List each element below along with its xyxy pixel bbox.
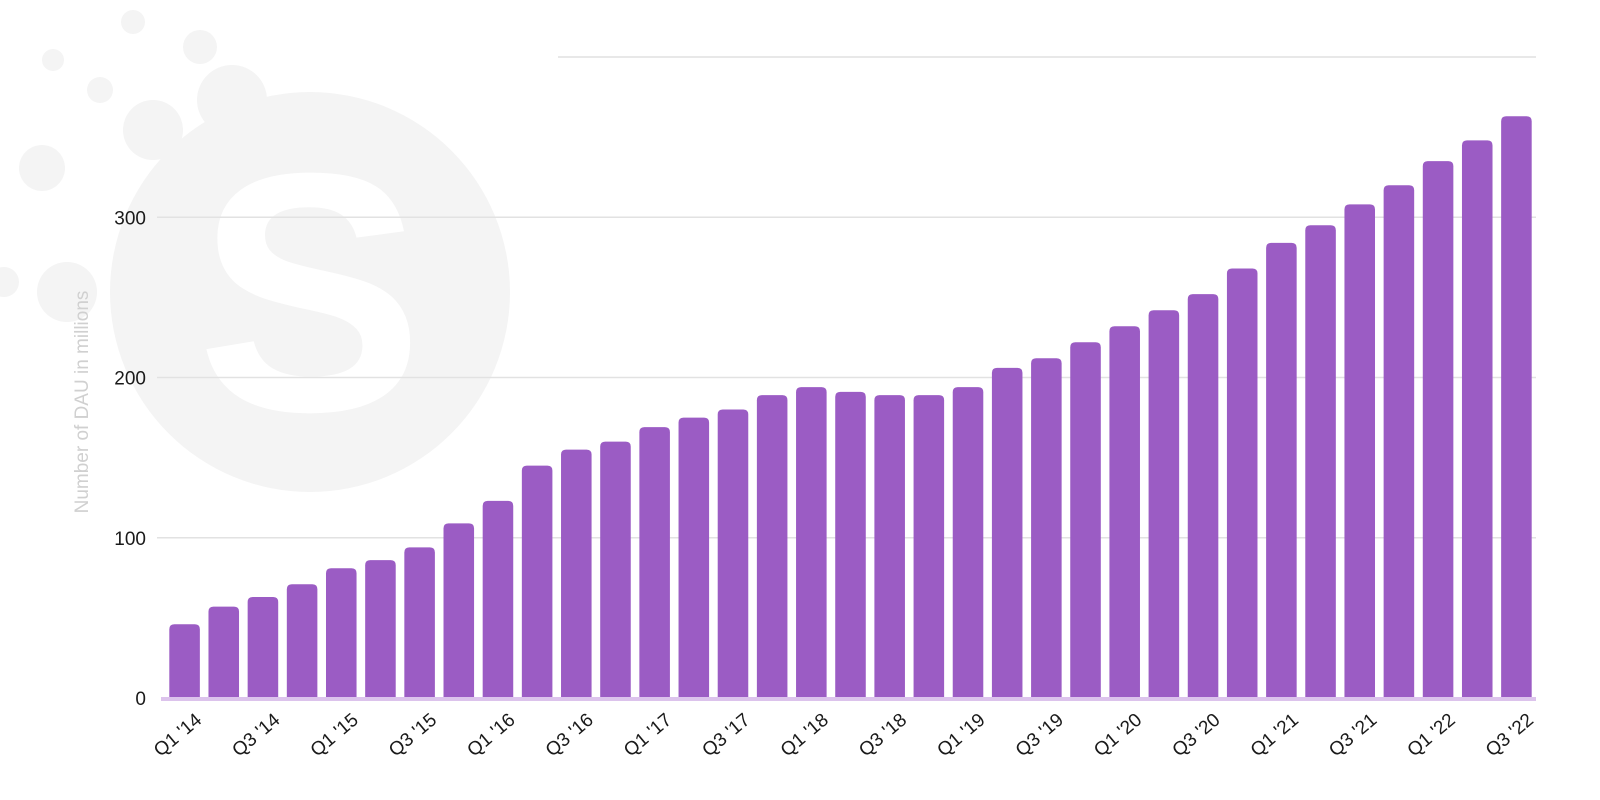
x-tick-label: Q3 '15 (385, 710, 441, 762)
x-tick-label: Q1 '20 (1090, 710, 1146, 762)
bar (1305, 225, 1336, 698)
x-tick-label: Q3 '19 (1012, 710, 1068, 762)
bar (208, 606, 240, 698)
bar (1344, 204, 1376, 698)
bar (1501, 116, 1532, 699)
bar (717, 409, 749, 698)
bar (1070, 342, 1101, 698)
bar (561, 449, 592, 698)
bar (835, 391, 866, 698)
y-axis-label: Number of DAU in millions (72, 291, 93, 514)
bar (796, 387, 827, 698)
watermark-logo: S (0, 10, 510, 492)
x-tick-label: Q3 '18 (855, 710, 911, 762)
bar (325, 568, 357, 698)
x-tick-label: Q1 '14 (150, 709, 206, 761)
bar (913, 395, 945, 698)
bar (600, 441, 631, 698)
bar (521, 465, 553, 698)
bars (169, 116, 1532, 699)
bar (991, 367, 1023, 698)
bar (404, 547, 435, 698)
bar (1148, 310, 1180, 698)
bar (639, 427, 670, 698)
bar (952, 387, 984, 698)
bar (1383, 185, 1415, 698)
x-tick-label: Q3 '22 (1482, 710, 1538, 762)
x-tick-label: Q1 '22 (1404, 710, 1460, 762)
bar (1031, 358, 1062, 698)
bar (286, 584, 318, 698)
x-tick-label: Q3 '16 (542, 710, 598, 762)
y-tick-label: 300 (114, 208, 146, 229)
y-axis-ticks: 0 100 200 300 (114, 208, 146, 710)
bar (1187, 294, 1219, 698)
y-tick-label: 0 (135, 689, 146, 710)
bar (1461, 140, 1493, 698)
bar (756, 395, 788, 698)
bar (169, 624, 200, 698)
bar (443, 523, 475, 698)
x-tick-label: Q3 '14 (228, 709, 284, 761)
x-tick-label: Q1 '18 (777, 710, 833, 762)
bar (247, 597, 279, 698)
bar (482, 500, 514, 698)
x-axis-ticks: Q1 '14 Q3 '14 Q1 '15 Q3 '15 Q1 '16 Q3 '16 Q1 '… (150, 709, 1538, 761)
x-tick-label: Q1 '16 (463, 710, 519, 762)
y-tick-label: 100 (114, 529, 146, 550)
x-tick-label: Q3 '21 (1325, 710, 1381, 762)
bar (1109, 326, 1140, 698)
bar (365, 560, 396, 698)
svg-text:S: S (197, 103, 424, 483)
y-tick-label: 200 (114, 369, 146, 390)
bar (1422, 161, 1454, 699)
bar (1226, 268, 1258, 698)
x-tick-label: Q1 '21 (1247, 710, 1303, 762)
bar (678, 417, 710, 698)
x-tick-label: Q3 '17 (698, 710, 754, 762)
x-tick-label: Q3 '20 (1169, 710, 1225, 762)
x-tick-label: Q1 '17 (620, 710, 676, 762)
bar (874, 395, 905, 698)
bar (1266, 242, 1297, 698)
x-tick-label: Q1 '15 (307, 710, 363, 762)
x-tick-label: Q1 '19 (934, 710, 990, 762)
